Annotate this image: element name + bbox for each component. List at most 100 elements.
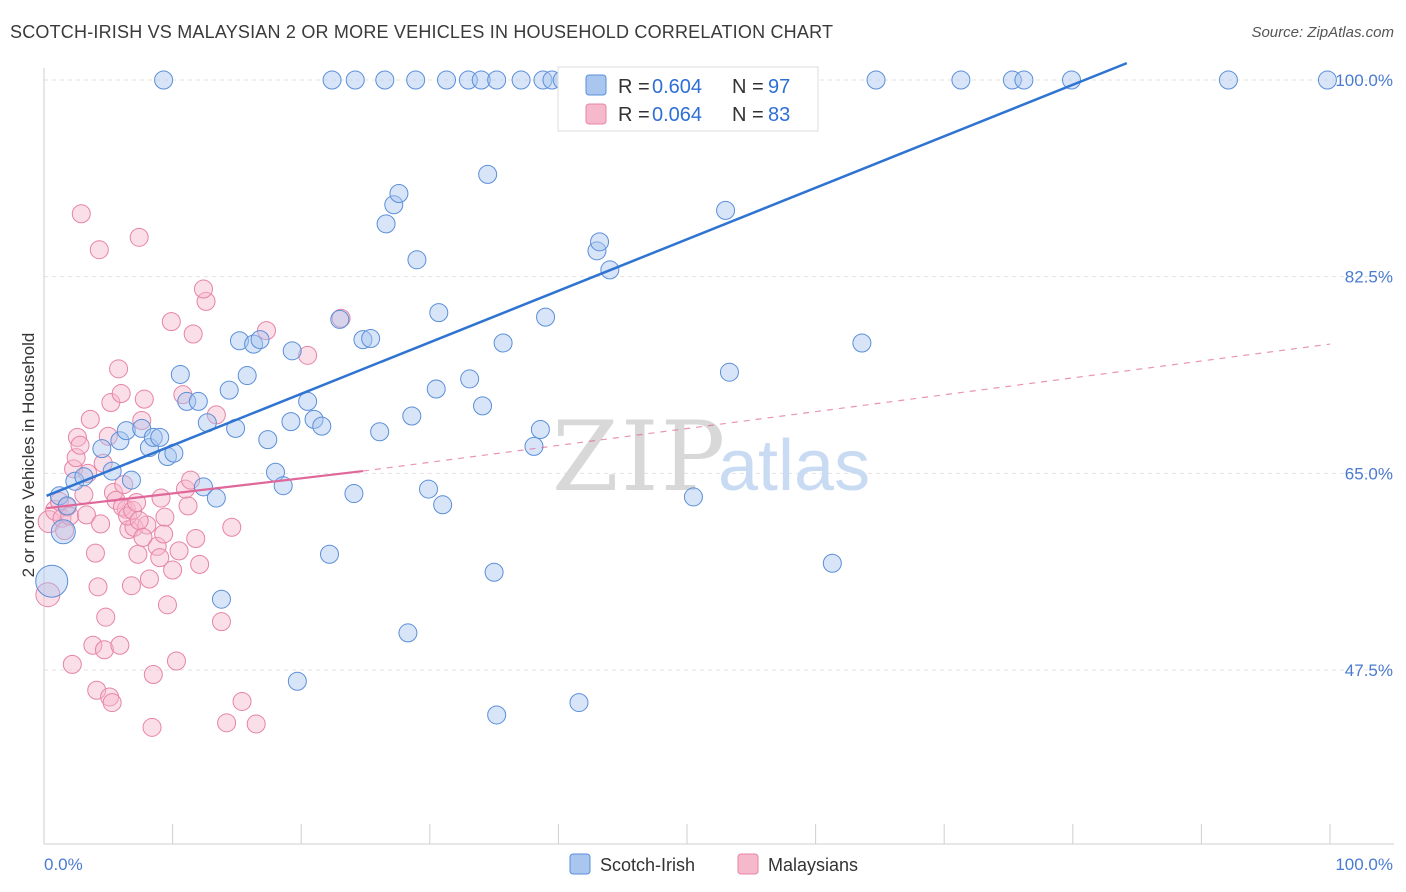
malaysians-point-26 xyxy=(111,384,131,404)
malaysians-point-78 xyxy=(186,529,206,549)
scotch-irish-point-9 xyxy=(121,470,141,490)
scotch-irish-point-28 xyxy=(250,330,270,350)
scotch-irish-point-54 xyxy=(473,396,493,416)
scotch-irish-point-79 xyxy=(487,70,507,90)
malaysians-point-38 xyxy=(147,536,167,556)
legend-swatch-blue xyxy=(585,74,607,96)
scotch-irish-point-42 xyxy=(370,422,390,442)
scotch-irish-point-57 xyxy=(487,705,507,725)
scotch-irish-point-37 xyxy=(319,544,339,564)
scotch-irish-point-55 xyxy=(478,164,498,184)
malaysians-point-8 xyxy=(64,459,84,479)
scotch-irish-point-70 xyxy=(852,333,872,353)
y-axis-label: 2 or more Vehicles in Household xyxy=(19,333,38,578)
scotch-irish-point-33 xyxy=(282,341,302,361)
scotch-irish-point-90 xyxy=(1002,70,1022,90)
malaysians-point-11 xyxy=(70,435,90,455)
legend-r-label-2: R = xyxy=(618,104,650,126)
malaysians-point-53 xyxy=(232,691,252,711)
malaysians-point-58 xyxy=(62,654,82,674)
scotch-irish-point-44 xyxy=(384,195,404,215)
malaysians-point-20 xyxy=(96,607,116,627)
scotch-irish-point-45 xyxy=(389,184,409,204)
chart-title: SCOTCH-IRISH VS MALAYSIAN 2 OR MORE VEHI… xyxy=(10,22,834,42)
malaysians-point-9 xyxy=(66,448,86,468)
malaysians-point-45 xyxy=(178,496,198,516)
scotch-irish-point-75 xyxy=(406,70,426,90)
scotch-irish-point-88 xyxy=(866,70,886,90)
malaysians-point-50 xyxy=(211,612,231,632)
scotch-irish-point-61 xyxy=(536,307,556,327)
scotch-irish-point-58 xyxy=(493,333,513,353)
x-tick-label-1: 100.0% xyxy=(1335,855,1393,874)
scotch-irish-point-26 xyxy=(237,366,257,386)
scotch-irish-point-76 xyxy=(437,70,457,90)
source-label: Source: ZipAtlas.com xyxy=(1251,24,1394,41)
scotch-irish-point-73 xyxy=(345,70,365,90)
scotch-irish-point-6 xyxy=(92,439,112,459)
scotch-irish-point-47 xyxy=(402,406,422,426)
scotch-irish-point-91 xyxy=(1014,70,1034,90)
scotch-irish-point-89 xyxy=(951,70,971,90)
scotch-irish-point-14 xyxy=(150,427,170,447)
scotch-irish-point-32 xyxy=(281,412,301,432)
malaysians-point-51 xyxy=(217,713,237,733)
malaysians-point-64 xyxy=(110,635,130,655)
scotch-irish-point-8 xyxy=(110,431,130,451)
malaysians-point-65 xyxy=(112,497,132,517)
scotch-irish-point-1 xyxy=(50,519,76,545)
scotch-irish-points xyxy=(35,70,1337,725)
malaysians-point-1 xyxy=(37,510,61,534)
trend-lines xyxy=(46,61,1331,510)
malaysians-point-43 xyxy=(166,651,186,671)
malaysians-point-54 xyxy=(246,714,266,734)
scotch-irish-point-36 xyxy=(312,416,332,436)
malaysians-point-52 xyxy=(222,517,242,537)
malaysians-point-30 xyxy=(121,576,141,596)
scotch-irish-point-38 xyxy=(330,309,350,329)
malaysians-point-63 xyxy=(102,693,122,713)
scotch-irish-point-60 xyxy=(530,420,550,440)
malaysians-point-71 xyxy=(142,717,162,737)
malaysians-point-36 xyxy=(139,569,159,589)
scotch-irish-point-69 xyxy=(822,553,842,573)
malaysians-point-57 xyxy=(331,308,351,328)
scotch-irish-point-23 xyxy=(219,380,239,400)
malaysians-point-15 xyxy=(80,409,100,429)
malaysians-point-73 xyxy=(155,507,175,527)
malaysians-point-21 xyxy=(98,426,118,446)
scotch-irish-point-52 xyxy=(433,495,453,515)
malaysians-point-72 xyxy=(150,548,170,568)
malaysians-point-74 xyxy=(163,560,183,580)
malaysians-point-34 xyxy=(134,389,154,409)
scotch-irish-point-80 xyxy=(511,70,531,90)
malaysians-point-33 xyxy=(132,411,152,431)
tick-labels: 47.5% 65.0% 82.5% 100.0% 0.0% 100.0% xyxy=(44,71,1393,874)
axes xyxy=(43,68,1394,845)
malaysians-point-66 xyxy=(118,506,138,526)
malaysians-point-75 xyxy=(169,541,189,561)
legend-n-label-1: N = xyxy=(732,76,764,98)
bottom-legend-swatch-pink xyxy=(737,853,759,875)
malaysians-point-69 xyxy=(129,511,149,531)
malaysians-point-32 xyxy=(128,544,148,564)
watermark-zip: ZIP xyxy=(552,401,727,513)
bottom-legend-malaysians: Malaysians xyxy=(768,855,858,875)
malaysians-point-81 xyxy=(129,227,149,247)
scotch-irish-point-78 xyxy=(471,70,491,90)
malaysians-point-59 xyxy=(83,635,103,655)
malaysians-point-56 xyxy=(298,345,318,365)
malaysians-point-48 xyxy=(196,291,216,311)
malaysians-point-41 xyxy=(157,595,177,615)
scotch-irish-point-68 xyxy=(719,362,739,382)
scotch-irish-point-67 xyxy=(716,200,736,220)
y-tick-label-0: 47.5% xyxy=(1345,661,1393,680)
scotch-irish-point-96 xyxy=(287,671,307,691)
malaysians-point-13 xyxy=(76,505,96,525)
watermark-atlas: atlas xyxy=(718,426,870,506)
malaysians-point-37 xyxy=(143,664,163,684)
scotch-irish-point-93 xyxy=(1218,70,1238,90)
malaysians-point-5 xyxy=(55,521,75,541)
scotch-irish-point-71 xyxy=(154,70,174,90)
